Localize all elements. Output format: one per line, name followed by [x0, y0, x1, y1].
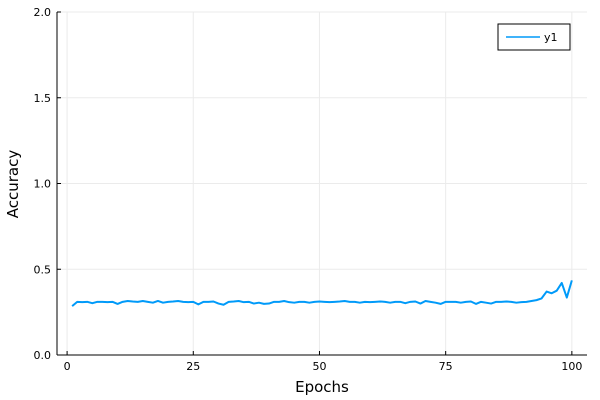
legend: y1 [497, 23, 571, 51]
y-tick-label: 0.5 [34, 263, 52, 276]
y-tick-label: 0.0 [34, 349, 52, 362]
y-tick-label: 1.0 [34, 178, 52, 191]
x-tick-label: 100 [561, 360, 582, 373]
x-tick-label: 0 [64, 360, 71, 373]
x-tick-label: 25 [186, 360, 200, 373]
x-ticks: 0 25 50 75 100 [64, 351, 582, 373]
y-tick-label: 2.0 [34, 6, 52, 19]
y-axis-label: Accuracy [4, 150, 22, 219]
series-line-y1 [71, 280, 573, 307]
x-tick-label: 75 [439, 360, 453, 373]
x-axis-label: Epochs [295, 378, 349, 396]
grid [57, 11, 587, 356]
y-ticks: 0.0 0.5 1.0 1.5 2.0 [34, 6, 61, 362]
x-tick-label: 50 [312, 360, 326, 373]
legend-label-y1: y1 [544, 31, 558, 44]
series [71, 280, 573, 307]
y-tick-label: 1.5 [34, 92, 52, 105]
